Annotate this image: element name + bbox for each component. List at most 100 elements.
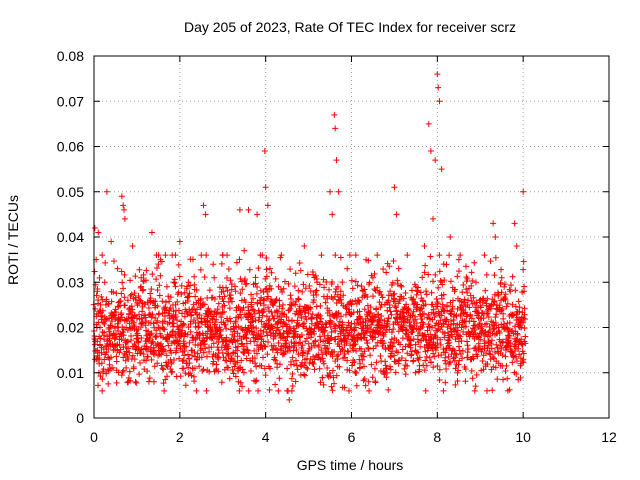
data-point [299, 288, 306, 295]
data-point [262, 184, 269, 191]
data-point [519, 319, 526, 326]
y-tick-label: 0.06 [57, 139, 84, 155]
data-point [270, 315, 277, 322]
data-point [286, 396, 293, 403]
data-point [106, 335, 113, 342]
data-point [385, 315, 392, 322]
data-point [290, 361, 297, 368]
data-point [172, 313, 179, 320]
data-point [385, 297, 392, 304]
data-point [413, 349, 420, 356]
data-point [128, 355, 135, 362]
x-tick-label: 6 [348, 429, 356, 445]
data-point [353, 348, 360, 355]
data-point [418, 305, 425, 312]
data-point [464, 275, 471, 282]
data-point [276, 297, 283, 304]
data-point [498, 307, 505, 314]
data-point [502, 296, 509, 303]
data-point [472, 330, 479, 337]
data-point [231, 333, 238, 340]
data-point [313, 275, 320, 282]
data-point [294, 366, 301, 373]
data-point [255, 265, 262, 272]
data-point [186, 290, 193, 297]
data-point [462, 366, 469, 373]
data-point [459, 289, 466, 296]
data-point [447, 321, 454, 328]
data-point [227, 277, 234, 284]
y-tick-label: 0.02 [57, 320, 84, 336]
data-point [522, 316, 529, 323]
data-point [317, 318, 324, 325]
data-point [520, 266, 527, 273]
data-point [253, 363, 260, 370]
data-point [462, 303, 469, 310]
data-point [131, 340, 138, 347]
data-point [399, 346, 406, 353]
data-point [174, 298, 181, 305]
data-point [261, 365, 268, 372]
data-point [352, 324, 359, 331]
data-point [367, 304, 374, 311]
data-point [328, 328, 335, 335]
data-point [131, 290, 138, 297]
data-point [265, 293, 272, 300]
data-point [422, 262, 429, 269]
data-point [265, 304, 272, 311]
data-point [113, 290, 120, 297]
data-point [461, 296, 468, 303]
data-point [234, 353, 241, 360]
data-point [447, 325, 454, 332]
data-point [154, 265, 161, 272]
data-point [136, 311, 143, 318]
data-point [92, 305, 99, 312]
data-point [443, 366, 450, 373]
data-point [109, 364, 116, 371]
data-point [492, 234, 499, 240]
data-point [404, 362, 411, 369]
data-point [236, 206, 243, 213]
data-point [377, 316, 384, 323]
data-point [236, 256, 243, 263]
data-point [503, 303, 510, 310]
data-point [269, 325, 276, 332]
data-point [232, 373, 239, 380]
data-point [307, 334, 314, 341]
y-tick-label: 0.07 [57, 93, 84, 109]
data-point [339, 321, 346, 328]
data-point [108, 298, 115, 305]
data-point [406, 319, 413, 326]
data-point [105, 380, 112, 387]
data-point [454, 377, 461, 384]
y-tick-label: 0.01 [57, 365, 84, 381]
data-point [296, 321, 303, 328]
data-point [415, 284, 422, 291]
data-point [470, 294, 477, 301]
data-point [143, 357, 150, 364]
data-point [295, 287, 302, 294]
data-point [502, 353, 509, 360]
data-point [259, 354, 266, 361]
data-point [159, 343, 166, 350]
data-point [114, 265, 121, 272]
data-point [148, 314, 155, 321]
data-point [169, 302, 176, 309]
data-point [195, 324, 202, 331]
data-point [215, 368, 222, 375]
data-point [457, 351, 464, 358]
data-point [191, 378, 198, 385]
data-point [484, 295, 491, 302]
data-point [266, 386, 273, 393]
data-point [360, 363, 367, 370]
data-point [350, 346, 357, 353]
data-point [380, 333, 387, 340]
data-point [185, 279, 192, 286]
data-point [363, 329, 370, 336]
data-point [238, 278, 245, 285]
data-point [422, 357, 429, 364]
data-point [365, 378, 372, 385]
data-point [428, 289, 435, 296]
data-point [162, 252, 169, 259]
data-point [225, 266, 232, 273]
